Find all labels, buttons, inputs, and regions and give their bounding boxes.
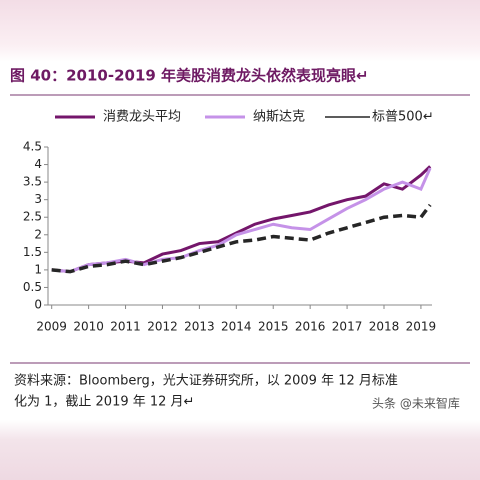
x-tick-label: 2016	[295, 320, 326, 334]
legend-label: 纳斯达克	[253, 110, 305, 125]
x-tick-label: 2015	[258, 320, 289, 334]
y-tick-label: 0.5	[23, 280, 42, 294]
source-text: 化为 1，截止 2019 年 12 月↵	[14, 395, 194, 410]
y-tick-label: 3.5	[23, 175, 42, 189]
x-tick-label: 2013	[184, 320, 215, 334]
x-tick-label: 2011	[110, 320, 141, 334]
series-line	[51, 203, 432, 274]
y-tick-label: 4	[34, 157, 42, 171]
x-tick-label: 2010	[73, 320, 104, 334]
x-tick-label: 2012	[147, 320, 178, 334]
x-tick-label: 2017	[332, 320, 363, 334]
x-tick-label: 2014	[221, 320, 252, 334]
y-tick-label: 1	[34, 262, 42, 276]
source-text: 资料来源：Bloomberg，光大证券研究所，以 2009 年 12 月标准	[14, 373, 398, 389]
x-tick-label: 2009	[36, 320, 67, 334]
watermark: 头条 @未来智库	[372, 396, 460, 411]
chart-title: 图 40：2010-2019 年美股消费龙头依然表现亮眼↵	[10, 67, 369, 85]
legend-label: 标普500↵	[372, 110, 434, 125]
y-tick-label: 3	[34, 192, 42, 206]
x-tick-label: 2018	[369, 320, 400, 334]
legend-label: 消费龙头平均	[103, 110, 181, 125]
y-tick-label: 1.5	[23, 245, 42, 259]
x-tick-label: 2019	[406, 320, 437, 334]
y-tick-label: 0	[34, 298, 42, 312]
series-line	[51, 167, 432, 274]
y-tick-label: 4.5	[23, 140, 42, 154]
y-tick-label: 2	[34, 227, 42, 241]
y-tick-label: 2.5	[23, 210, 42, 224]
